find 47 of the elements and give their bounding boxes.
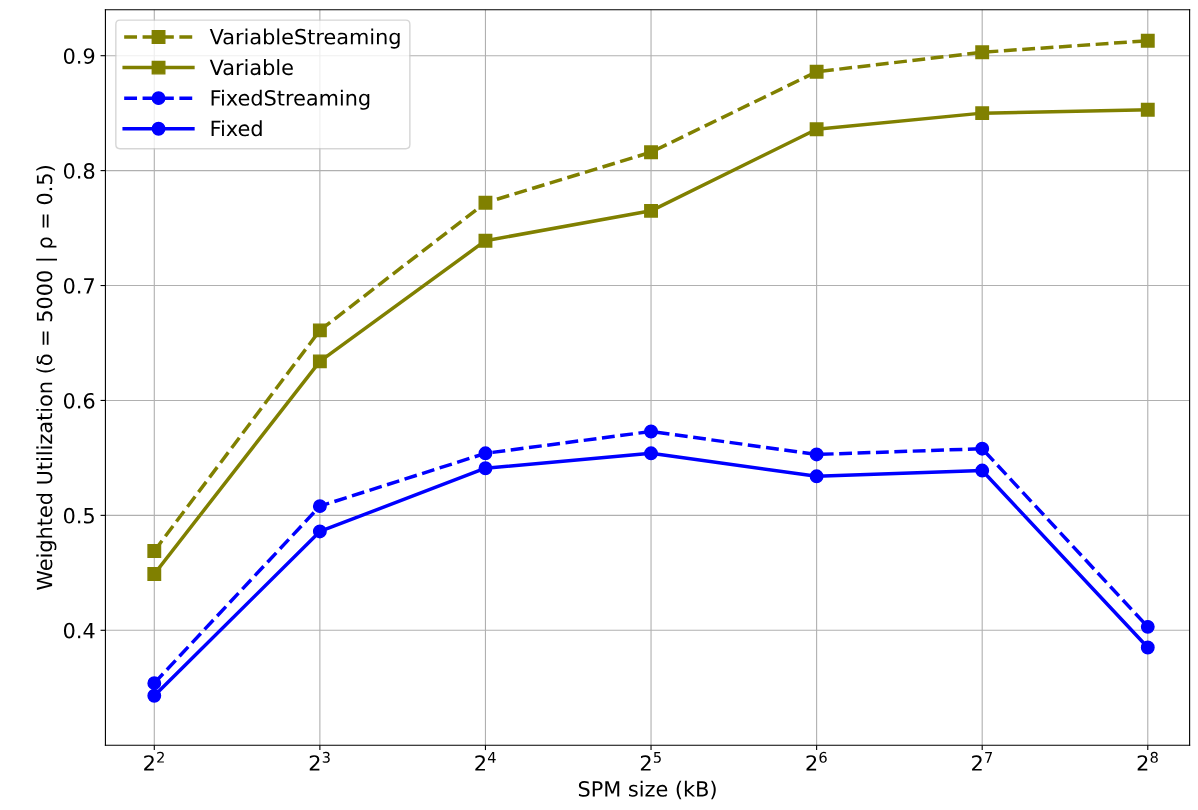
legend-label: VariableStreaming [209, 28, 400, 49]
x-tick-label: 2$^{2}$ [144, 751, 164, 771]
y-tick-label: 0.9 [63, 48, 95, 64]
point [809, 122, 824, 137]
x-tick-label: 2$^{3}$ [309, 751, 330, 771]
point [312, 524, 327, 539]
x-tick-label: 2$^{8}$ [1137, 751, 1158, 771]
point [809, 469, 824, 484]
legend-label: FixedStreaming [211, 89, 370, 110]
point [975, 463, 990, 478]
y-tick-label: 0.6 [63, 392, 95, 409]
y-axis-title: Weighted Utilization (δ = 5000 | ρ = 0.5) [36, 166, 58, 590]
point [644, 424, 658, 439]
point [478, 195, 493, 210]
point [644, 203, 658, 218]
point [312, 499, 327, 514]
y-tick-label: 0.4 [63, 622, 95, 639]
x-tick-label: 2$^{6}$ [806, 751, 827, 771]
point [147, 688, 162, 703]
point [975, 106, 990, 121]
point [147, 676, 162, 691]
point [1140, 619, 1155, 634]
point [975, 45, 990, 60]
x-axis-title: SPM size (kB) [578, 780, 716, 800]
point [975, 441, 990, 456]
point [644, 145, 658, 160]
x-tick-label: 2$^{5}$ [640, 752, 661, 771]
point [147, 567, 162, 581]
legend-label: Variable [209, 59, 293, 76]
point [312, 323, 327, 338]
point [478, 461, 493, 476]
y-tick-label: 0.5 [63, 507, 94, 524]
point [644, 446, 658, 461]
point [478, 446, 493, 461]
point [1140, 33, 1155, 48]
x-tick-label: 2$^{4}$ [475, 752, 496, 771]
x-tick-label: 2$^{7}$ [972, 752, 993, 771]
point [478, 233, 493, 248]
point [809, 447, 824, 462]
legend-label: Fixed [211, 120, 262, 137]
point [809, 64, 824, 79]
y-tick-label: 0.8 [63, 163, 95, 179]
point [1140, 102, 1155, 117]
point [312, 354, 327, 369]
point [1140, 640, 1155, 655]
y-tick-label: 0.7 [63, 277, 94, 294]
point [147, 544, 162, 558]
